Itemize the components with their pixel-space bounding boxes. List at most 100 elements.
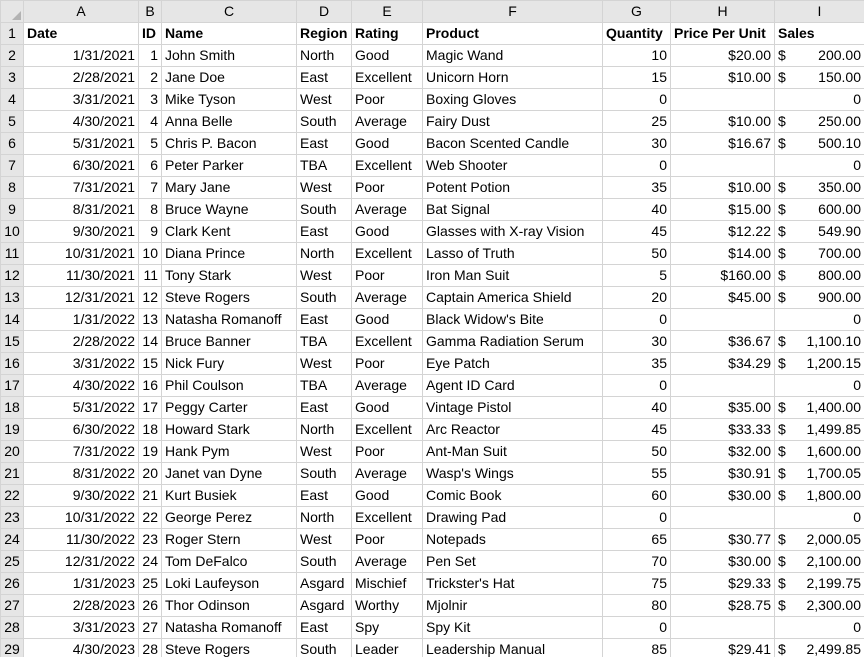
- cell-rating[interactable]: Poor: [351, 440, 423, 463]
- cell-qty[interactable]: 40: [602, 396, 671, 419]
- cell-name[interactable]: Chris P. Bacon: [161, 132, 297, 155]
- cell-id[interactable]: 13: [138, 308, 162, 331]
- cell-price[interactable]: $20.00: [670, 44, 775, 67]
- cell-product[interactable]: Captain America Shield: [422, 286, 603, 309]
- cell-id[interactable]: 24: [138, 550, 162, 573]
- row-header[interactable]: 21: [0, 462, 24, 485]
- cell-name[interactable]: Bruce Wayne: [161, 198, 297, 221]
- cell-price[interactable]: [670, 88, 775, 111]
- cell-qty[interactable]: 80: [602, 594, 671, 617]
- row-header[interactable]: 5: [0, 110, 24, 133]
- cell-id[interactable]: 4: [138, 110, 162, 133]
- cell-product[interactable]: Wasp's Wings: [422, 462, 603, 485]
- cell-region[interactable]: South: [296, 110, 352, 133]
- row-header[interactable]: 14: [0, 308, 24, 331]
- cell-qty[interactable]: 55: [602, 462, 671, 485]
- cell-name[interactable]: Clark Kent: [161, 220, 297, 243]
- cell-date[interactable]: 2/28/2023: [23, 594, 139, 617]
- cell-product[interactable]: Notepads: [422, 528, 603, 551]
- cell-sales[interactable]: $1,700.05: [774, 462, 864, 485]
- cell-region[interactable]: West: [296, 528, 352, 551]
- cell-date[interactable]: 6/30/2022: [23, 418, 139, 441]
- cell-qty[interactable]: 10: [602, 44, 671, 67]
- column-header-g[interactable]: G: [602, 0, 671, 23]
- cell-region[interactable]: West: [296, 264, 352, 287]
- cell-rating[interactable]: Worthy: [351, 594, 423, 617]
- cell-price[interactable]: [670, 374, 775, 397]
- cell-product[interactable]: Gamma Radiation Serum: [422, 330, 603, 353]
- cell-qty[interactable]: 30: [602, 132, 671, 155]
- cell-sales[interactable]: $1,100.10: [774, 330, 864, 353]
- cell-region[interactable]: Asgard: [296, 572, 352, 595]
- cell-name[interactable]: Bruce Banner: [161, 330, 297, 353]
- cell-name[interactable]: Jane Doe: [161, 66, 297, 89]
- cell-qty[interactable]: 0: [602, 374, 671, 397]
- row-header[interactable]: 7: [0, 154, 24, 177]
- cell-product[interactable]: Magic Wand: [422, 44, 603, 67]
- cell-rating[interactable]: Poor: [351, 88, 423, 111]
- cell-date[interactable]: 3/31/2021: [23, 88, 139, 111]
- cell-id[interactable]: 21: [138, 484, 162, 507]
- cell-region[interactable]: South: [296, 550, 352, 573]
- cell-price[interactable]: $29.33: [670, 572, 775, 595]
- cell-qty[interactable]: 30: [602, 330, 671, 353]
- cell-rating[interactable]: Good: [351, 132, 423, 155]
- column-header-c[interactable]: C: [161, 0, 297, 23]
- cell-name[interactable]: Natasha Romanoff: [161, 616, 297, 639]
- cell-region[interactable]: West: [296, 352, 352, 375]
- cell-product[interactable]: Leadership Manual: [422, 638, 603, 657]
- column-header-a[interactable]: A: [23, 0, 139, 23]
- cell-id[interactable]: 16: [138, 374, 162, 397]
- cell-rating[interactable]: Average: [351, 286, 423, 309]
- row-header[interactable]: 9: [0, 198, 24, 221]
- header-cell[interactable]: Region: [296, 22, 352, 45]
- cell-price[interactable]: $35.00: [670, 396, 775, 419]
- cell-price[interactable]: [670, 308, 775, 331]
- cell-region[interactable]: Asgard: [296, 594, 352, 617]
- cell-region[interactable]: East: [296, 132, 352, 155]
- cell-price[interactable]: $33.33: [670, 418, 775, 441]
- cell-region[interactable]: West: [296, 88, 352, 111]
- cell-date[interactable]: 12/31/2021: [23, 286, 139, 309]
- column-header-f[interactable]: F: [422, 0, 603, 23]
- cell-price[interactable]: $10.00: [670, 176, 775, 199]
- cell-sales[interactable]: $1,200.15: [774, 352, 864, 375]
- cell-name[interactable]: Hank Pym: [161, 440, 297, 463]
- header-cell[interactable]: ID: [138, 22, 162, 45]
- cell-rating[interactable]: Good: [351, 396, 423, 419]
- cell-qty[interactable]: 35: [602, 352, 671, 375]
- cell-sales[interactable]: $2,100.00: [774, 550, 864, 573]
- row-header[interactable]: 16: [0, 352, 24, 375]
- cell-qty[interactable]: 20: [602, 286, 671, 309]
- cell-rating[interactable]: Average: [351, 374, 423, 397]
- cell-rating[interactable]: Good: [351, 44, 423, 67]
- cell-qty[interactable]: 0: [602, 88, 671, 111]
- cell-product[interactable]: Black Widow's Bite: [422, 308, 603, 331]
- cell-date[interactable]: 7/31/2022: [23, 440, 139, 463]
- cell-region[interactable]: North: [296, 44, 352, 67]
- cell-id[interactable]: 19: [138, 440, 162, 463]
- cell-name[interactable]: Roger Stern: [161, 528, 297, 551]
- row-header[interactable]: 10: [0, 220, 24, 243]
- cell-rating[interactable]: Mischief: [351, 572, 423, 595]
- cell-name[interactable]: Steve Rogers: [161, 638, 297, 657]
- row-header[interactable]: 29: [0, 638, 24, 657]
- row-header[interactable]: 17: [0, 374, 24, 397]
- cell-product[interactable]: Drawing Pad: [422, 506, 603, 529]
- cell-price[interactable]: $29.41: [670, 638, 775, 657]
- cell-id[interactable]: 1: [138, 44, 162, 67]
- row-header[interactable]: 6: [0, 132, 24, 155]
- cell-id[interactable]: 15: [138, 352, 162, 375]
- cell-id[interactable]: 6: [138, 154, 162, 177]
- cell-price[interactable]: $14.00: [670, 242, 775, 265]
- row-header[interactable]: 23: [0, 506, 24, 529]
- cell-sales[interactable]: 0: [774, 308, 864, 331]
- cell-product[interactable]: Arc Reactor: [422, 418, 603, 441]
- cell-date[interactable]: 6/30/2021: [23, 154, 139, 177]
- cell-name[interactable]: Diana Prince: [161, 242, 297, 265]
- cell-product[interactable]: Bat Signal: [422, 198, 603, 221]
- cell-date[interactable]: 5/31/2021: [23, 132, 139, 155]
- cell-date[interactable]: 7/31/2021: [23, 176, 139, 199]
- cell-date[interactable]: 11/30/2022: [23, 528, 139, 551]
- cell-product[interactable]: Web Shooter: [422, 154, 603, 177]
